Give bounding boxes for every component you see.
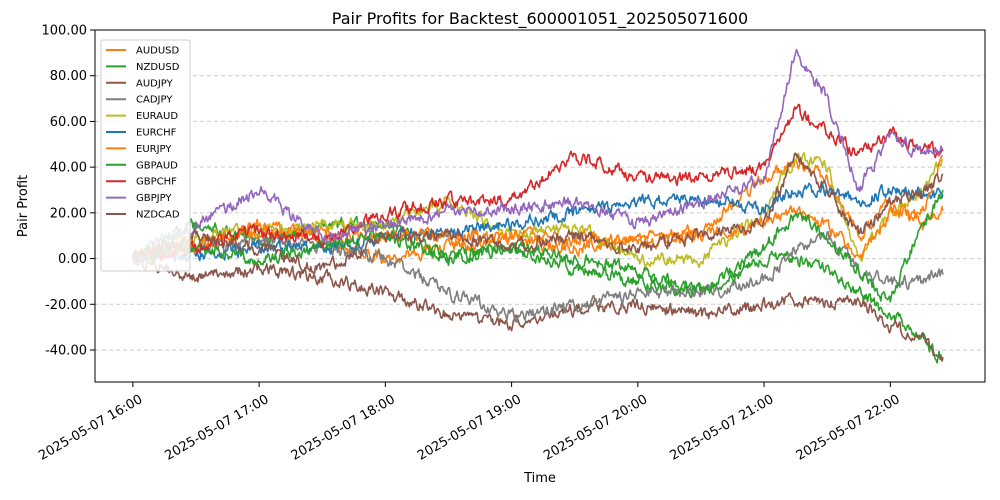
series-line-gbpaud xyxy=(132,189,944,303)
series-line-gbpchf xyxy=(132,103,944,262)
y-tick-label: 40.00 xyxy=(50,161,87,176)
y-axis: 100.00 80.00 60.00 40.00 20.00 0.00 -20.00 -40.… xyxy=(42,24,95,359)
legend-label: GBPJPY xyxy=(136,193,172,204)
y-axis-title: Pair Profit xyxy=(16,175,31,237)
y-tick-label: 60.00 xyxy=(50,115,87,130)
legend: AUDUSD NZDUSD AUDJPY CADJPY EURAUD EURCHF EURJ… xyxy=(100,39,191,272)
legend-label: CADJPY xyxy=(136,95,173,106)
legend-label: AUDJPY xyxy=(136,78,174,89)
y-tick-label: 20.00 xyxy=(50,206,87,221)
y-tick-label: 0.00 xyxy=(58,252,87,267)
legend-label: NZDUSD xyxy=(136,62,180,73)
x-axis-title: Time xyxy=(523,471,556,486)
legend-label: EURCHF xyxy=(136,128,177,139)
chart-title: Pair Profits for Backtest_600001051_2025… xyxy=(332,9,748,29)
series-line-audjpy xyxy=(132,254,944,362)
series-line-gbpjpy xyxy=(132,48,943,263)
legend-label: EURAUD xyxy=(136,111,178,122)
legend-label: GBPAUD xyxy=(136,160,178,171)
series-lines xyxy=(132,48,944,364)
legend-label: EURJPY xyxy=(136,144,172,155)
y-tick-label: -20.00 xyxy=(45,298,87,313)
legend-box xyxy=(100,39,191,272)
legend-label: NZDCAD xyxy=(136,210,180,221)
y-tick-label: 100.00 xyxy=(42,24,88,39)
series-line-cadjpy xyxy=(132,231,944,323)
series-line-nzdcad xyxy=(132,152,944,275)
series-line-eurchf xyxy=(132,182,944,264)
y-tick-label: 80.00 xyxy=(50,69,87,84)
y-tick-label: -40.00 xyxy=(45,344,87,359)
legend-label: AUDUSD xyxy=(136,46,180,57)
legend-label: GBPCHF xyxy=(136,177,177,188)
plot-frame xyxy=(94,29,986,383)
